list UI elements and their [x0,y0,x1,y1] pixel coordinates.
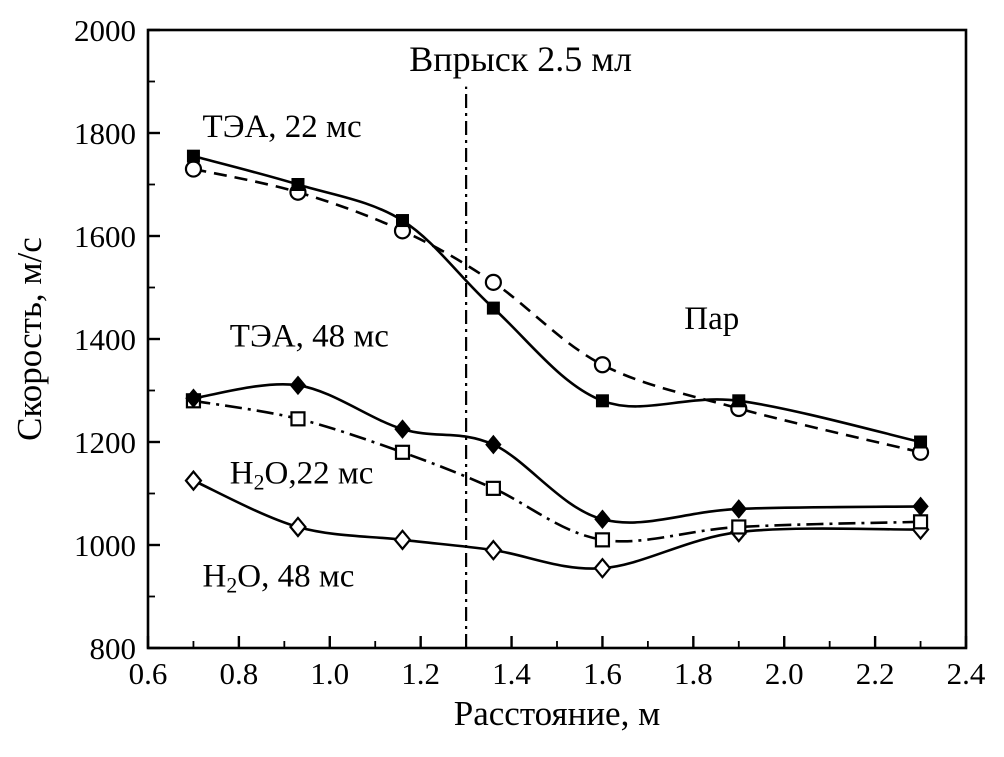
tick-labels: 0.6 0.8 1.0 1.2 1.4 1.6 1.8 2.0 2.2 2.4 800 1000 120… [74,13,986,691]
series-line [193,167,921,454]
axis-ticks [146,28,968,650]
y-tick-label: 800 [90,631,137,666]
x-tick-label: 1.0 [310,656,349,691]
annotation: H2O,22 мс [230,455,374,494]
series-lines [192,154,921,570]
x-tick-label: 0.8 [220,656,259,691]
series-markers [184,149,930,579]
annotation: ТЭА, 48 мс [230,318,389,354]
annotation: Впрыск 2.5 мл [409,39,632,79]
y-tick-label: 1200 [74,425,136,460]
annotations: Впрыск 2.5 мл ТЭА, 22 мс ТЭА, 48 мс Пар H2O,… [203,39,740,597]
y-tick-label: 1400 [74,322,136,357]
x-tick-label: 1.6 [583,656,622,691]
x-tick-label: 1.8 [674,656,713,691]
x-tick-label: 2.4 [947,656,986,691]
y-tick-label: 1600 [74,219,136,254]
series-line [193,383,921,524]
x-tick-label: 1.2 [401,656,440,691]
y-tick-label: 2000 [74,13,136,48]
x-tick-label: 2.2 [856,656,895,691]
x-axis-label: Расстояние, м [453,694,661,733]
y-tick-label: 1000 [74,528,136,563]
x-tick-label: 2.0 [765,656,804,691]
annotation: ТЭА, 22 мс [203,109,362,145]
x-tick-label: 0.6 [129,656,168,691]
x-tick-label: 1.4 [492,656,531,691]
annotation: Пар [684,301,739,337]
annotation: H2O, 48 мс [203,558,355,597]
y-axis-label: Скорость, м/с [10,237,49,441]
y-tick-label: 1800 [74,116,136,151]
